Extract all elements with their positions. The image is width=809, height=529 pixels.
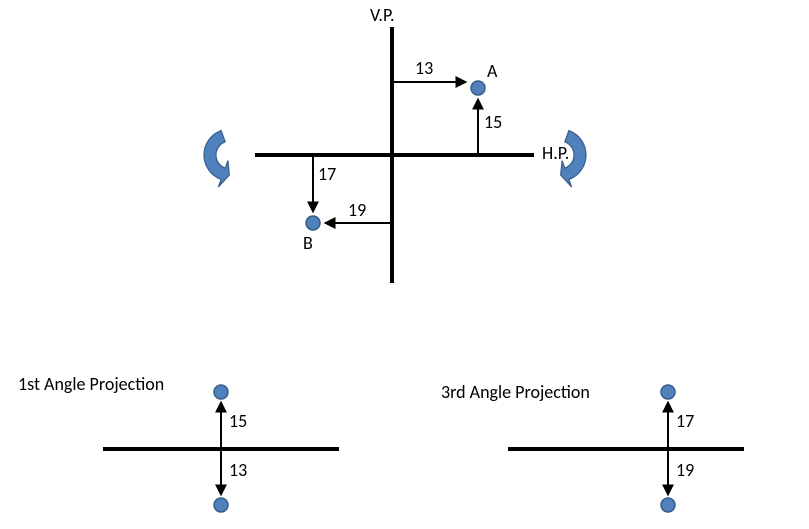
hp-label: H.P.	[542, 142, 569, 164]
vp-label: V.P.	[370, 4, 395, 26]
third-angle-bottom-dot	[661, 498, 675, 512]
point-b-h-value: 19	[348, 199, 366, 221]
third-angle-title: 3rd Angle Projection	[441, 381, 590, 403]
point-b-label: B	[303, 232, 313, 254]
first-angle-bottom-dot	[214, 498, 228, 512]
first-angle-title: 1st Angle Projection	[18, 373, 164, 395]
third-angle-bottom-value: 19	[676, 459, 694, 481]
point-a-h-value: 13	[415, 57, 433, 79]
rotation-arrow-left	[204, 131, 229, 187]
point-b-dot	[306, 216, 320, 230]
first-angle-bottom-value: 13	[229, 459, 247, 481]
third-angle-top-dot	[661, 385, 675, 399]
point-a-label: A	[487, 60, 497, 82]
first-angle-top-dot	[214, 385, 228, 399]
point-a-v-value: 15	[484, 111, 502, 133]
first-angle-top-value: 15	[229, 410, 247, 432]
point-a-dot	[471, 81, 485, 95]
third-angle-top-value: 17	[676, 410, 694, 432]
point-b-v-value: 17	[318, 163, 336, 185]
